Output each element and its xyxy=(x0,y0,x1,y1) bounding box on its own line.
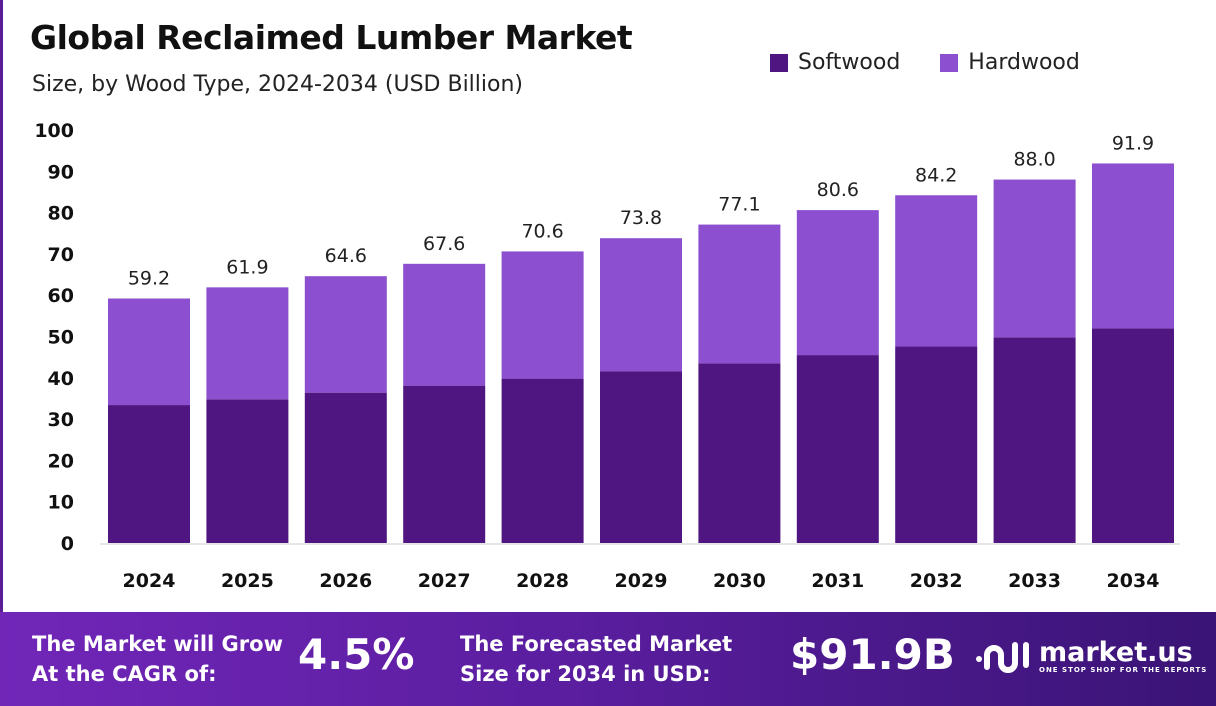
legend: Softwood Hardwood xyxy=(770,50,1080,75)
y-tick-label: 100 xyxy=(34,120,74,142)
data-label-total-2032: 84.2 xyxy=(915,164,957,186)
bar-hardwood-2034 xyxy=(1092,163,1174,329)
bar-softwood-2034 xyxy=(1092,328,1174,543)
chart-subtitle: Size, by Wood Type, 2024-2034 (USD Billi… xyxy=(32,72,524,97)
market-us-logo[interactable]: market.us ONE STOP SHOP FOR THE REPORTS xyxy=(975,637,1207,677)
bar-softwood-2033 xyxy=(993,337,1076,543)
y-tick-label: 30 xyxy=(48,409,74,431)
data-label-total-2025: 61.9 xyxy=(226,256,268,278)
forecast-label-line2: Size for 2034 in USD: xyxy=(460,662,711,686)
bar-softwood-2030 xyxy=(698,363,781,543)
cagr-value: 4.5% xyxy=(298,630,415,679)
legend-swatch-hardwood xyxy=(940,53,959,72)
forecast-label: The Forecasted Market Size for 2034 in U… xyxy=(460,629,732,689)
legend-label-hardwood: Hardwood xyxy=(968,50,1080,75)
cagr-label-line2: At the CAGR of: xyxy=(32,662,217,686)
data-label-total-2034: 91.9 xyxy=(1112,132,1154,154)
market-us-logo-icon xyxy=(976,642,1029,673)
bar-hardwood-2027 xyxy=(403,263,486,386)
y-tick-label: 90 xyxy=(48,161,74,183)
bar-chart: 010203040506070809010059.2202461.9202564… xyxy=(34,120,1180,592)
x-tick-label-2032: 2032 xyxy=(910,570,963,592)
bar-hardwood-2032 xyxy=(895,195,978,347)
x-tick-label-2034: 2034 xyxy=(1107,570,1160,592)
bar-softwood-2024 xyxy=(108,405,190,543)
data-label-total-2026: 64.6 xyxy=(325,245,367,267)
data-label-total-2030: 77.1 xyxy=(718,194,760,216)
bar-hardwood-2030 xyxy=(698,224,781,364)
logo-name: market.us xyxy=(1039,637,1193,668)
bar-softwood-2027 xyxy=(403,385,486,543)
x-tick-label-2031: 2031 xyxy=(811,570,864,592)
y-tick-label: 80 xyxy=(48,203,74,225)
cagr-label: The Market will Grow At the CAGR of: xyxy=(32,629,283,689)
bar-softwood-2031 xyxy=(796,355,879,543)
bar-hardwood-2024 xyxy=(108,298,190,406)
x-tick-label-2029: 2029 xyxy=(615,570,668,592)
data-label-total-2024: 59.2 xyxy=(128,268,170,290)
x-tick-label-2033: 2033 xyxy=(1008,570,1061,592)
data-label-total-2029: 73.8 xyxy=(620,207,662,229)
bar-hardwood-2025 xyxy=(206,287,289,400)
legend-label-softwood: Softwood xyxy=(798,50,901,75)
data-label-total-2033: 88.0 xyxy=(1013,149,1055,171)
data-label-total-2028: 70.6 xyxy=(521,220,563,242)
bar-hardwood-2026 xyxy=(304,276,387,393)
bar-hardwood-2031 xyxy=(796,210,879,356)
y-tick-label: 0 xyxy=(61,533,74,555)
forecast-value: $91.9B xyxy=(790,630,955,679)
legend-item-softwood: Softwood xyxy=(770,50,900,75)
bar-softwood-2028 xyxy=(501,378,584,543)
x-tick-label-2028: 2028 xyxy=(516,570,569,592)
x-tick-label-2027: 2027 xyxy=(418,570,471,592)
y-tick-label: 60 xyxy=(48,285,74,307)
y-tick-label: 10 xyxy=(48,492,74,514)
y-tick-label: 20 xyxy=(48,450,74,472)
chart-title: Global Reclaimed Lumber Market xyxy=(30,18,633,57)
data-label-total-2031: 80.6 xyxy=(817,179,859,201)
y-tick-label: 50 xyxy=(48,327,74,349)
logo-tagline: ONE STOP SHOP FOR THE REPORTS xyxy=(1039,666,1208,674)
data-label-total-2027: 67.6 xyxy=(423,233,465,255)
x-tick-label-2024: 2024 xyxy=(123,570,176,592)
x-tick-label-2030: 2030 xyxy=(713,570,766,592)
legend-swatch-softwood xyxy=(770,53,788,72)
forecast-label-line1: The Forecasted Market xyxy=(460,632,733,656)
bar-softwood-2029 xyxy=(600,371,682,543)
bar-softwood-2026 xyxy=(304,392,387,543)
bar-softwood-2025 xyxy=(206,399,289,543)
y-tick-label: 40 xyxy=(48,368,74,390)
cagr-label-line1: The Market will Grow xyxy=(32,632,283,656)
legend-item-hardwood: Hardwood xyxy=(940,50,1080,75)
x-tick-label-2025: 2025 xyxy=(221,570,274,592)
footer-banner: The Market will Grow At the CAGR of: 4.5… xyxy=(0,612,1216,706)
y-tick-label: 70 xyxy=(48,244,74,266)
bar-hardwood-2028 xyxy=(501,251,584,379)
bar-hardwood-2029 xyxy=(600,238,682,372)
bar-hardwood-2033 xyxy=(993,179,1076,338)
x-tick-label-2026: 2026 xyxy=(319,570,372,592)
bar-softwood-2032 xyxy=(895,346,978,543)
